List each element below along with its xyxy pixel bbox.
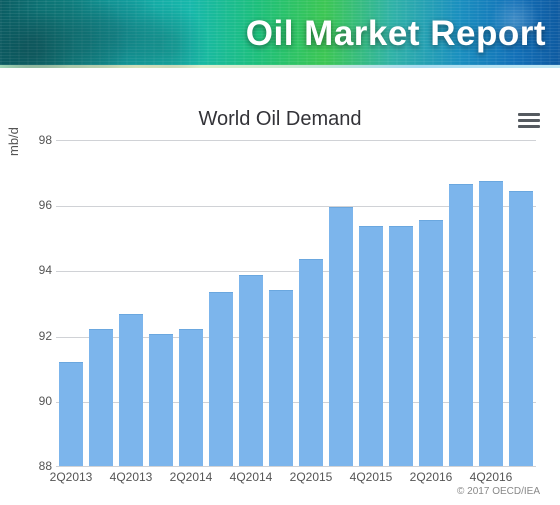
bar[interactable] [299, 259, 323, 467]
banner: Oil Market Report [0, 0, 560, 68]
bar[interactable] [119, 314, 143, 467]
plot-area [56, 140, 536, 467]
chart-credits: © 2017 OECD/IEA [457, 486, 540, 497]
bar[interactable] [449, 184, 473, 467]
bar[interactable] [59, 362, 83, 467]
bar[interactable] [89, 329, 113, 467]
chart-container: World Oil Demand mb/d 88 90 92 94 96 98 2Q201… [0, 68, 560, 505]
x-axis [56, 466, 536, 467]
y-tick-label: 92 [22, 329, 52, 343]
x-tick-label: 2Q2015 [290, 470, 333, 484]
y-tick-label: 88 [22, 459, 52, 473]
y-tick-label: 90 [22, 394, 52, 408]
bars [56, 141, 536, 467]
bar[interactable] [149, 334, 173, 467]
y-axis-label: mb/d [6, 127, 21, 156]
x-tick-label: 4Q2013 [110, 470, 153, 484]
x-tick-label: 4Q2014 [230, 470, 273, 484]
bar[interactable] [509, 191, 533, 467]
x-tick-label: 2Q2014 [170, 470, 213, 484]
bar[interactable] [269, 290, 293, 467]
bar[interactable] [389, 226, 413, 467]
x-tick-label: 2Q2013 [50, 470, 93, 484]
bar[interactable] [209, 292, 233, 467]
bar[interactable] [239, 275, 263, 467]
bar[interactable] [479, 181, 503, 467]
bar[interactable] [419, 220, 443, 467]
bar[interactable] [359, 226, 383, 467]
x-tick-label: 4Q2015 [350, 470, 393, 484]
x-tick-label: 4Q2016 [470, 470, 513, 484]
chart-menu-button[interactable] [518, 110, 540, 128]
y-tick-label: 94 [22, 263, 52, 277]
bar[interactable] [179, 329, 203, 467]
y-tick-label: 98 [22, 133, 52, 147]
banner-title: Oil Market Report [246, 14, 546, 54]
bar[interactable] [329, 207, 353, 467]
y-tick-label: 96 [22, 198, 52, 212]
x-tick-label: 2Q2016 [410, 470, 453, 484]
chart-title: World Oil Demand [0, 108, 560, 131]
